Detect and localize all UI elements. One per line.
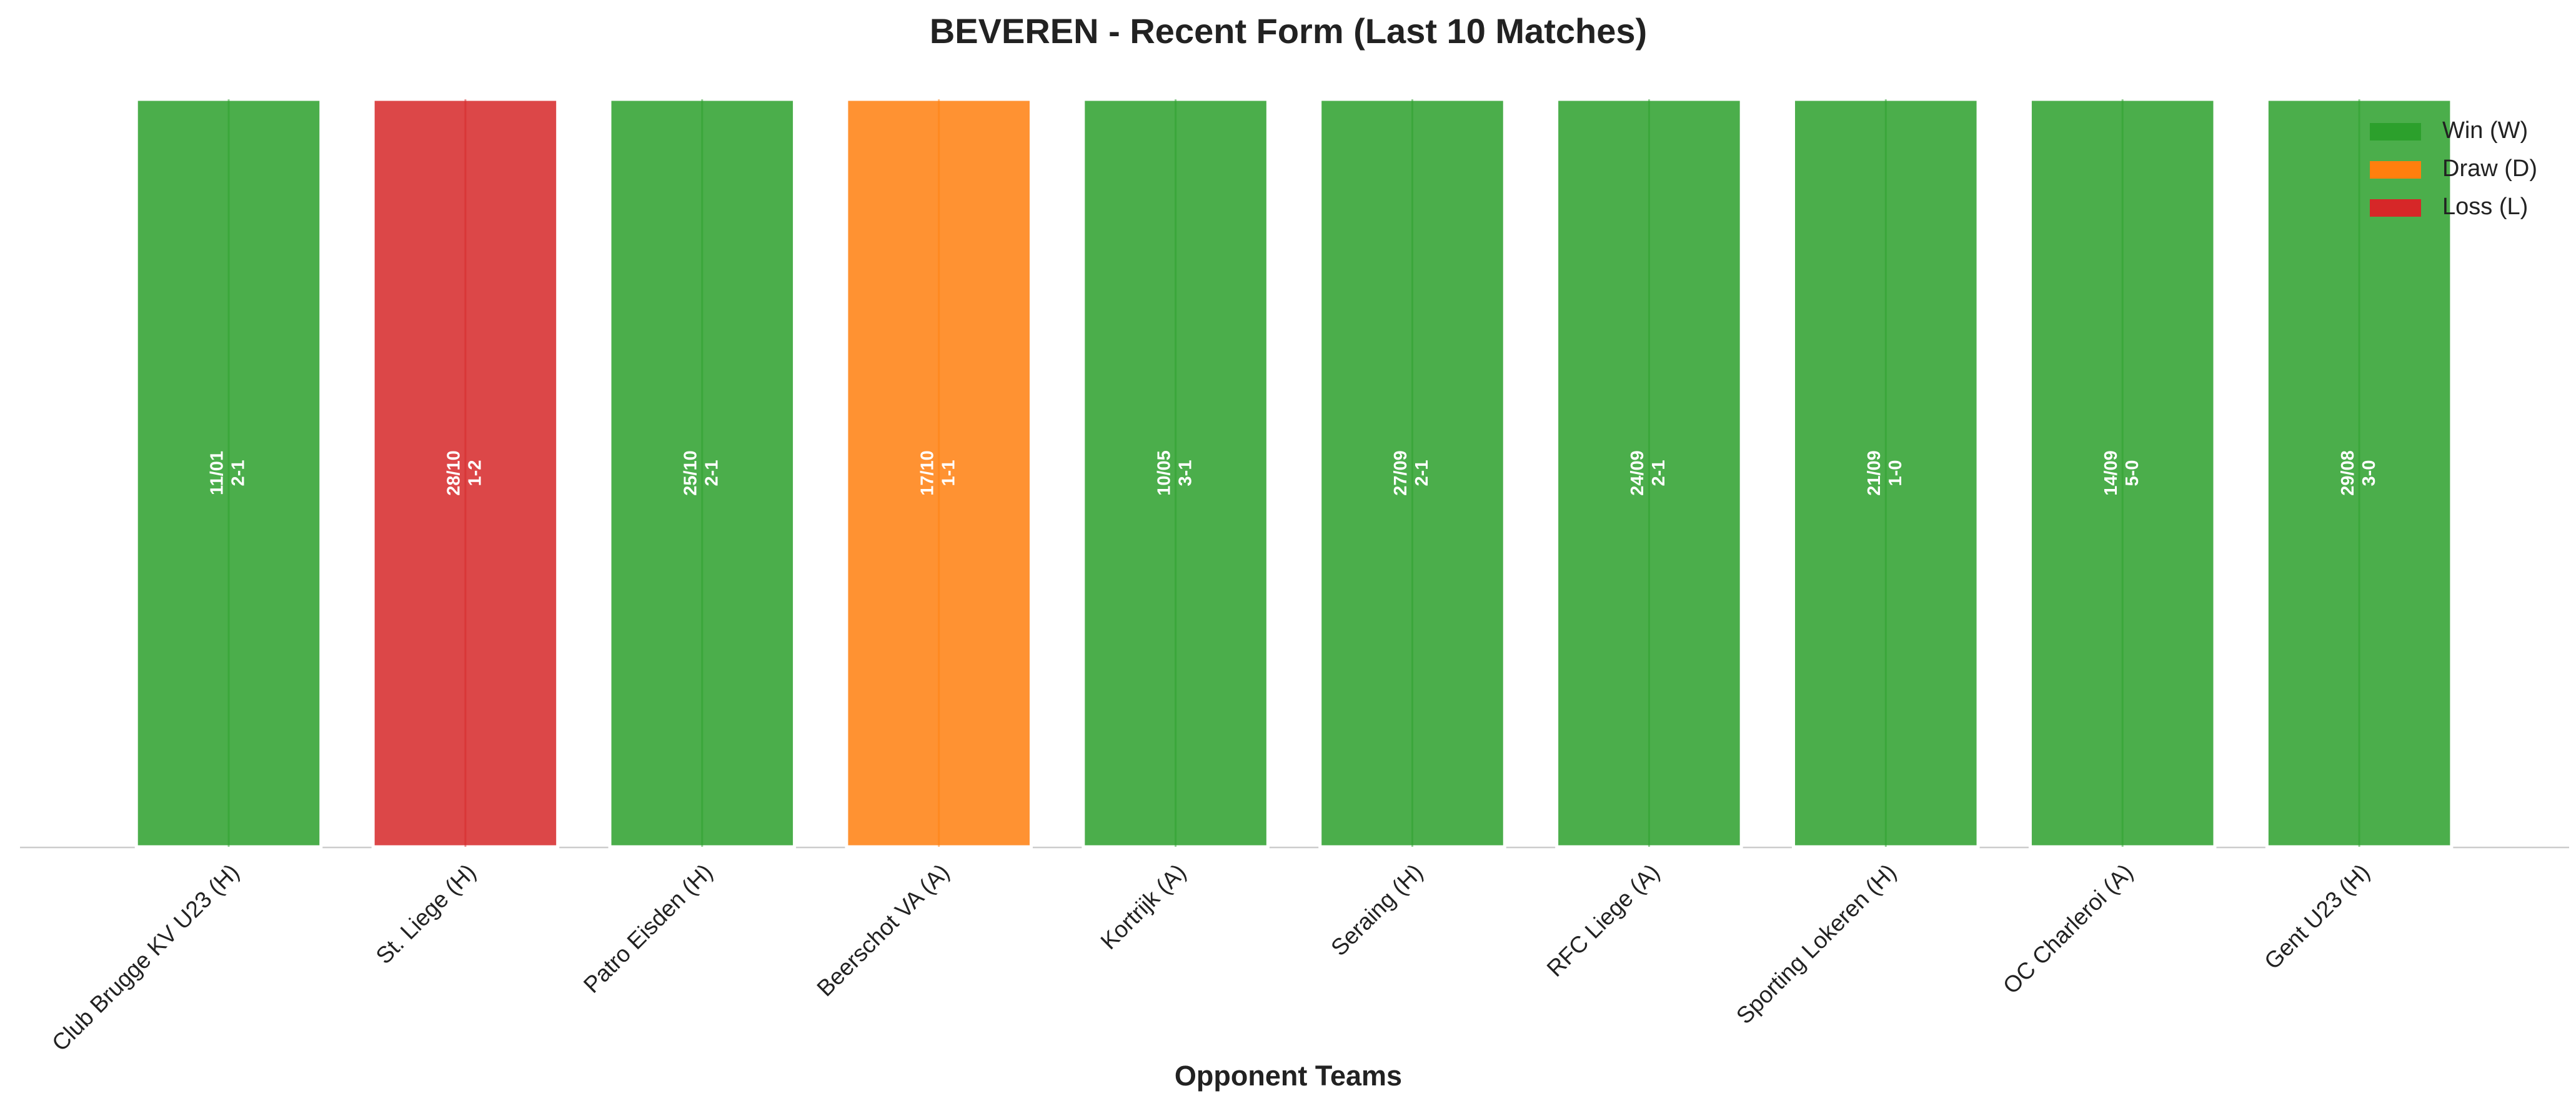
legend-swatch	[2370, 199, 2421, 217]
x-tick-label: Patro Eisden (H)	[579, 859, 717, 998]
x-tick-label: Kortrijk (A)	[1096, 859, 1191, 955]
x-tick-label: Sporting Lokeren (H)	[1731, 859, 1901, 1029]
bar-score-label: 1-2	[465, 460, 485, 486]
x-tick-label: RFC Liege (A)	[1542, 859, 1664, 982]
bar-date-label: 11/01	[207, 451, 227, 495]
legend-label: Loss (L)	[2442, 194, 2528, 220]
bar-date-label: 17/10	[917, 450, 937, 496]
x-axis-label: Opponent Teams	[1175, 1060, 1402, 1092]
bar-score-label: 3-1	[1175, 460, 1195, 486]
bar-score-label: 2-1	[1649, 460, 1669, 486]
bar-date-label: 28/10	[444, 450, 464, 496]
bar-score-label: 2-1	[702, 460, 722, 486]
legend-label: Win (W)	[2442, 117, 2528, 144]
legend-swatch	[2370, 161, 2421, 179]
bar-score-label: 3-0	[2359, 460, 2379, 486]
bar-date-label: 14/09	[2101, 450, 2121, 496]
bar-date-label: 21/09	[1864, 450, 1884, 496]
x-tick-label: Beerschot VA (A)	[812, 859, 955, 1002]
chart-title: BEVEREN - Recent Form (Last 10 Matches)	[930, 11, 1647, 51]
bar-score-label: 1-1	[938, 460, 958, 486]
x-tick-label: St. Liege (H)	[371, 859, 481, 969]
x-tick-label: OC Charleroi (A)	[1998, 859, 2138, 999]
x-tick-label: Seraing (H)	[1326, 859, 1428, 961]
bar-date-label: 10/05	[1154, 450, 1174, 496]
bar-score-label: 1-0	[1886, 460, 1906, 486]
bar-date-label: 25/10	[680, 450, 700, 496]
x-tick-label: Gent U23 (H)	[2259, 859, 2375, 975]
bar-date-label: 29/08	[2338, 450, 2358, 496]
bar-date-label: 27/09	[1391, 450, 1411, 496]
bar-score-label: 2-1	[229, 460, 249, 486]
legend-swatch	[2370, 123, 2421, 141]
bar-score-label: 2-1	[1412, 460, 1432, 486]
legend-label: Draw (D)	[2442, 156, 2537, 182]
bar-score-label: 5-0	[2122, 460, 2142, 486]
x-tick-label: Club Brugge KV U23 (H)	[47, 859, 244, 1056]
bar-date-label: 24/09	[1628, 450, 1648, 496]
